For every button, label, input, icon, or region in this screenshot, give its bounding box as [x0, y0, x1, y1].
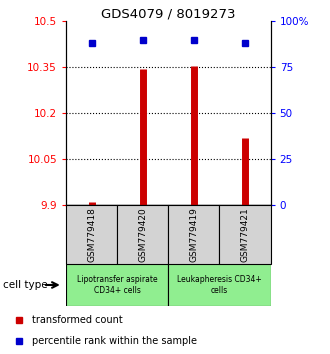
- Text: GSM779419: GSM779419: [189, 207, 198, 262]
- Bar: [219, 205, 271, 264]
- Bar: [117, 205, 168, 264]
- Text: Leukapheresis CD34+
cells: Leukapheresis CD34+ cells: [177, 275, 262, 295]
- Bar: [66, 205, 117, 264]
- Text: GSM779418: GSM779418: [87, 207, 96, 262]
- Text: Lipotransfer aspirate
CD34+ cells: Lipotransfer aspirate CD34+ cells: [77, 275, 157, 295]
- Text: GSM779421: GSM779421: [241, 207, 249, 262]
- Bar: [66, 264, 168, 306]
- Bar: [168, 264, 271, 306]
- Text: cell type: cell type: [3, 280, 48, 290]
- Text: transformed count: transformed count: [32, 315, 123, 325]
- Bar: [168, 205, 219, 264]
- Text: percentile rank within the sample: percentile rank within the sample: [32, 336, 197, 346]
- Title: GDS4079 / 8019273: GDS4079 / 8019273: [101, 7, 236, 20]
- Text: GSM779420: GSM779420: [138, 207, 147, 262]
